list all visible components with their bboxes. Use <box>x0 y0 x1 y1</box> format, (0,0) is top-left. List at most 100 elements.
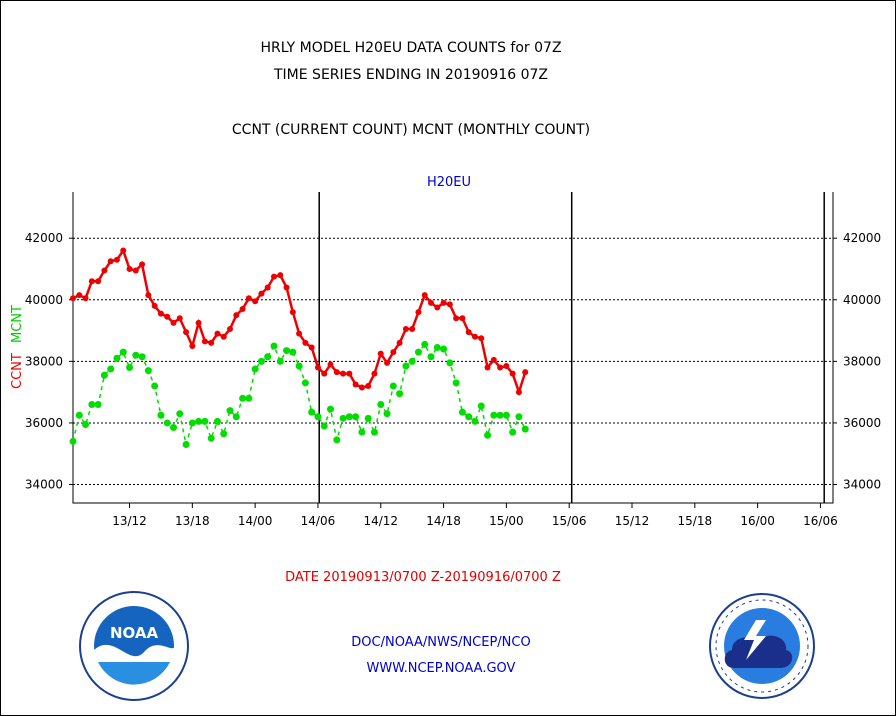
y-tick-label-right: 42000 <box>843 231 881 245</box>
mcnt-point <box>107 365 115 373</box>
ccnt-point <box>126 265 133 272</box>
ccnt-point <box>490 356 497 363</box>
y-tick-label-right: 34000 <box>843 478 881 492</box>
y-tick-label-left: 40000 <box>25 293 63 307</box>
mcnt-point <box>94 400 102 408</box>
ccnt-point <box>365 382 372 389</box>
mcnt-point <box>408 357 416 365</box>
org-link[interactable]: DOC/NOAA/NWS/NCEP/NCO <box>351 635 530 650</box>
ccnt-point <box>220 333 227 340</box>
ccnt-point <box>101 267 108 274</box>
mcnt-point <box>157 411 165 419</box>
x-tick-label: 15/18 <box>678 514 713 528</box>
url-link[interactable]: WWW.NCEP.NOAA.GOV <box>367 661 516 676</box>
mcnt-point <box>333 436 341 444</box>
ccnt-point <box>70 295 76 302</box>
mcnt-point <box>339 414 347 422</box>
mcnt-point <box>100 371 108 379</box>
mcnt-point <box>402 362 410 370</box>
ccnt-point <box>333 369 340 376</box>
ccnt-point <box>471 333 478 340</box>
mcnt-point <box>151 382 159 390</box>
mcnt-point <box>458 408 466 416</box>
ccnt-point <box>402 326 409 333</box>
ccnt-point <box>277 272 284 279</box>
mcnt-point <box>75 411 83 419</box>
y-tick-label-right: 36000 <box>843 416 881 430</box>
ccnt-point <box>164 313 171 320</box>
x-tick-label: 15/06 <box>552 514 587 528</box>
ccnt-point <box>245 295 252 302</box>
mcnt-point <box>213 417 221 425</box>
ccnt-point <box>321 370 328 377</box>
mcnt-point <box>232 413 240 421</box>
ccnt-point <box>132 267 139 274</box>
mcnt-point <box>201 417 209 425</box>
ccnt-point <box>82 295 89 302</box>
mcnt-point <box>188 419 196 427</box>
mcnt-point <box>82 420 90 428</box>
x-tick-label: 16/00 <box>740 514 775 528</box>
ccnt-point <box>421 292 428 299</box>
mcnt-point <box>69 437 77 445</box>
mcnt-point <box>477 402 485 410</box>
ccnt-point <box>484 364 491 371</box>
ccnt-point <box>371 370 378 377</box>
mcnt-point <box>126 364 134 372</box>
mcnt-point <box>496 411 504 419</box>
ccnt-point <box>157 310 164 317</box>
mcnt-point <box>421 340 429 348</box>
ccnt-point <box>201 338 208 345</box>
y-tick-label-right: 38000 <box>843 354 881 368</box>
mcnt-point <box>239 394 247 402</box>
ccnt-point <box>183 329 190 336</box>
ccnt-point <box>522 369 529 376</box>
ccnt-point <box>214 330 221 337</box>
ccnt-point <box>170 319 177 326</box>
y-tick-label-left: 34000 <box>25 478 63 492</box>
x-tick-label: 15/00 <box>489 514 524 528</box>
mcnt-point <box>276 357 284 365</box>
ccnt-point <box>352 381 359 388</box>
y-tick-label-left: 36000 <box>25 416 63 430</box>
ccnt-point <box>446 301 453 308</box>
ccnt-point <box>308 344 315 351</box>
ccnt-point <box>327 361 334 368</box>
noaa-logo-icon: NOAA <box>79 591 189 701</box>
mcnt-point <box>364 414 372 422</box>
series-line-ccnt <box>72 247 527 397</box>
mcnt-point <box>370 428 378 436</box>
mcnt-point <box>88 400 96 408</box>
ccnt-point <box>503 362 510 369</box>
ccnt-point <box>208 339 215 346</box>
ccnt-point <box>509 370 516 377</box>
ccnt-point <box>434 304 441 311</box>
ccnt-point <box>95 278 102 285</box>
x-tick-label: 15/12 <box>615 514 650 528</box>
x-tick-label: 14/18 <box>426 514 461 528</box>
ccnt-point <box>296 330 303 337</box>
national-weather-service-logo-icon <box>709 593 815 699</box>
ccnt-point <box>358 384 365 391</box>
mcnt-point <box>245 394 253 402</box>
mcnt-point <box>301 379 309 387</box>
mcnt-point <box>169 424 177 432</box>
ccnt-point <box>314 364 321 371</box>
y-tick-label-left: 38000 <box>25 354 63 368</box>
mcnt-point <box>440 345 448 353</box>
mcnt-point <box>345 413 353 421</box>
mcnt-point <box>220 430 228 438</box>
mcnt-point <box>283 347 291 355</box>
mcnt-point <box>132 351 140 359</box>
ccnt-point <box>195 319 202 326</box>
ccnt-point <box>270 273 277 280</box>
y-axis-label-mcnt: MCNT <box>10 305 25 343</box>
mcnt-point <box>163 419 171 427</box>
ccnt-point <box>289 309 296 316</box>
chart-title: H20EU <box>427 175 471 190</box>
ccnt-point <box>233 312 240 319</box>
mcnt-point <box>383 410 391 418</box>
ccnt-point <box>396 339 403 346</box>
mcnt-point <box>113 354 121 362</box>
mcnt-point <box>377 400 385 408</box>
